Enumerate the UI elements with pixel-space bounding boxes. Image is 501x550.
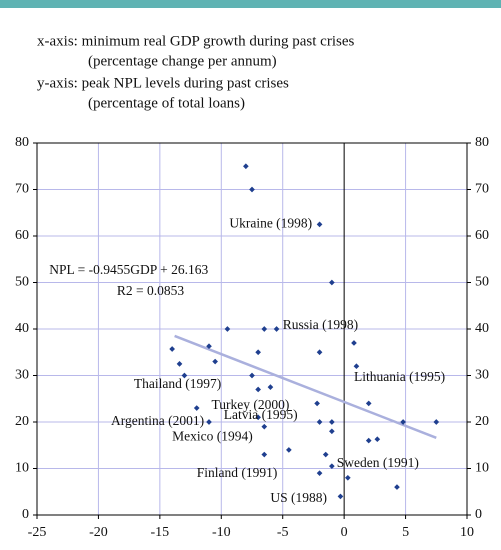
y2-tick-label: 50 (475, 275, 489, 290)
point (261, 326, 268, 332)
y2-tick-label: 20 (475, 414, 489, 429)
y-tick-label: 70 (15, 182, 29, 197)
point (286, 447, 292, 453)
note: x-axis: minimum real GDP growth during p… (37, 33, 354, 49)
point (169, 346, 175, 352)
point (394, 484, 400, 490)
point (365, 400, 372, 407)
point (365, 437, 372, 444)
annotation: Argentina (2001) (111, 413, 204, 428)
point (316, 470, 323, 476)
point (374, 436, 381, 443)
point (273, 326, 280, 332)
x-tick-label: -5 (277, 525, 289, 540)
point (322, 451, 329, 458)
x-tick-label: -20 (89, 525, 108, 540)
trendline (174, 334, 437, 439)
point (243, 163, 249, 170)
point (433, 419, 440, 425)
point (351, 340, 357, 346)
point (267, 384, 274, 390)
x-tick-label: 0 (341, 525, 348, 540)
x-tick-label: -15 (151, 525, 170, 540)
plot-frame (36, 142, 468, 516)
note: y-axis: peak NPL levels during past cris… (37, 75, 289, 91)
y2-tick-label: 60 (475, 228, 489, 243)
annotation: Lithuania (1995) (354, 369, 445, 384)
equation: NPL = -0.9455GDP + 26.163 (49, 262, 208, 277)
point (316, 419, 323, 425)
point (255, 414, 261, 421)
point (329, 419, 335, 425)
note: (percentage of total loans) (88, 95, 245, 111)
annotation: Latvia (1995) (224, 407, 298, 422)
annotation: Thailand (1997) (134, 376, 221, 391)
y-tick-label: 30 (15, 368, 29, 383)
point (316, 349, 323, 356)
x-tick-label: -10 (212, 525, 231, 540)
point (255, 349, 261, 356)
point (353, 363, 360, 370)
point (329, 463, 335, 470)
top-band (0, 0, 501, 8)
y2-tick-label: 80 (475, 135, 489, 150)
note: (percentage change per annum) (88, 53, 277, 69)
x-tick-label: -25 (28, 525, 47, 540)
point (316, 221, 323, 228)
y2-tick-label: 10 (475, 461, 489, 476)
annotation: Ukraine (1998) (229, 215, 312, 230)
x-tick-label: 10 (460, 525, 474, 540)
point (329, 428, 335, 435)
point (181, 372, 188, 379)
point (255, 386, 261, 393)
point (337, 493, 344, 500)
y2-tick-label: 30 (475, 368, 489, 383)
y-tick-label: 80 (15, 135, 29, 150)
y-tick-label: 0 (22, 507, 29, 522)
y2-tick-label: 40 (475, 321, 489, 336)
r-squared: R2 = 0.0853 (117, 283, 184, 298)
annotation: Turkey (2000) (211, 397, 289, 412)
point (345, 474, 351, 481)
point (261, 451, 268, 458)
annotation: Sweden (1991) (337, 455, 419, 470)
y-tick-label: 10 (15, 461, 29, 476)
annotation: Finland (1991) (197, 465, 278, 480)
x-tick-label: 5 (402, 525, 409, 540)
y2-tick-label: 70 (475, 182, 489, 197)
point (206, 419, 212, 425)
annotation: Mexico (1994) (172, 428, 253, 443)
point (314, 400, 320, 407)
point (329, 279, 335, 286)
point (193, 405, 200, 411)
y2-tick-label: 0 (475, 507, 482, 522)
annotation: Russia (1998) (283, 317, 358, 332)
annotation: US (1988) (270, 490, 327, 505)
y-tick-label: 50 (15, 275, 29, 290)
point (176, 361, 183, 367)
y-tick-label: 40 (15, 321, 29, 336)
y-tick-label: 60 (15, 228, 29, 243)
point (249, 372, 255, 379)
point (212, 358, 218, 365)
point (249, 186, 255, 193)
y-tick-label: 20 (15, 414, 29, 429)
point (224, 326, 231, 332)
point (400, 419, 406, 425)
point (261, 423, 268, 430)
point (206, 343, 212, 350)
